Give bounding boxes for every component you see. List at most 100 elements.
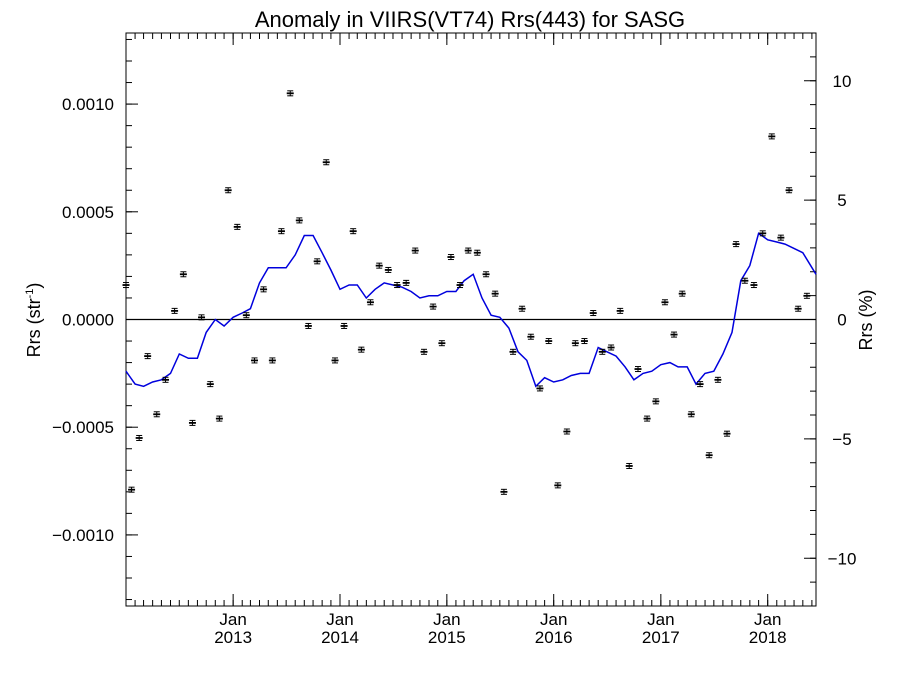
- data-point: [518, 305, 526, 312]
- x-tick-label-year: 2017: [642, 628, 680, 647]
- data-point: [625, 462, 633, 469]
- x-tick-label-year: 2016: [535, 628, 573, 647]
- y-axis-left-label-sup: -1: [24, 289, 36, 299]
- data-point: [456, 282, 464, 289]
- data-point: [144, 353, 152, 360]
- data-point: [268, 357, 276, 364]
- data-point: [598, 348, 606, 355]
- data-point: [554, 482, 562, 489]
- data-point: [678, 290, 686, 297]
- y-left-tick-label: 0.0010: [62, 95, 114, 114]
- data-point: [536, 385, 544, 392]
- data-point: [714, 376, 722, 383]
- y-right-tick-label: −10: [828, 549, 857, 568]
- data-point: [447, 254, 455, 261]
- data-point: [313, 258, 321, 265]
- data-point: [750, 282, 758, 289]
- data-point: [759, 230, 767, 237]
- y-right-tick-label: 5: [837, 191, 846, 210]
- data-point: [260, 286, 268, 293]
- x-tick-label-month: Jan: [219, 610, 246, 629]
- y-right-tick-label: 10: [833, 72, 852, 91]
- x-tick-label-year: 2018: [749, 628, 787, 647]
- data-point: [607, 344, 615, 351]
- data-point: [768, 133, 776, 140]
- data-point: [794, 305, 802, 312]
- x-tick-label-month: Jan: [647, 610, 674, 629]
- data-point: [304, 322, 312, 329]
- data-point: [357, 346, 365, 353]
- data-point: [402, 279, 410, 286]
- data-point: [366, 299, 374, 306]
- y-axis-left-label-close: ): [24, 283, 44, 289]
- data-point: [384, 266, 392, 273]
- data-point: [135, 434, 143, 441]
- x-tick-label-year: 2013: [214, 628, 252, 647]
- data-point: [785, 187, 793, 194]
- data-point: [732, 241, 740, 248]
- x-tick-label-month: Jan: [754, 610, 781, 629]
- data-point: [687, 411, 695, 418]
- data-point: [153, 411, 161, 418]
- data-point: [242, 312, 250, 319]
- data-point: [527, 333, 535, 340]
- y-left-tick-label: −0.0005: [52, 418, 114, 437]
- data-point: [482, 271, 490, 278]
- data-point: [491, 290, 499, 297]
- series-line: [125, 232, 817, 388]
- data-point: [420, 348, 428, 355]
- data-point: [777, 234, 785, 241]
- data-point: [375, 262, 383, 269]
- x-tick-label-month: Jan: [326, 610, 353, 629]
- data-point: [571, 340, 579, 347]
- y-axis-right-label: Rrs (%): [856, 290, 876, 351]
- data-point: [171, 307, 179, 314]
- chart-title: Anomaly in VIIRS(VT74) Rrs(443) for SASG: [255, 7, 685, 32]
- data-point: [188, 419, 196, 426]
- y-axis-left-ticks: 0.0010 0.0005 0.0000 −0.0005 −0.0010: [52, 95, 138, 545]
- data-point: [322, 159, 330, 166]
- data-point: [340, 322, 348, 329]
- data-point: [162, 376, 170, 383]
- data-point: [500, 488, 508, 495]
- data-point: [215, 415, 223, 422]
- data-point: [206, 381, 214, 388]
- x-tick-label-month: Jan: [540, 610, 567, 629]
- data-point: [580, 338, 588, 345]
- y-left-tick-label: 0.0005: [62, 203, 114, 222]
- data-point: [473, 249, 481, 256]
- y-axis-left-label-text: Rrs (str: [24, 298, 44, 357]
- y-axis-left-label: Rrs (str-1): [24, 283, 44, 358]
- data-point: [643, 415, 651, 422]
- data-point: [286, 90, 294, 97]
- data-point: [464, 247, 472, 254]
- data-point: [295, 217, 303, 224]
- data-point: [198, 314, 206, 321]
- data-point: [661, 299, 669, 306]
- data-point: [545, 338, 553, 345]
- data-point: [741, 277, 749, 284]
- data-point: [670, 331, 678, 338]
- data-point: [122, 282, 130, 289]
- x-axis-ticks: Jan2013Jan2014Jan2015Jan2016Jan2017Jan20…: [214, 33, 787, 647]
- y-right-tick-label: −5: [832, 430, 851, 449]
- x-tick-label-month: Jan: [433, 610, 460, 629]
- data-point: [233, 223, 241, 230]
- data-point: [438, 340, 446, 347]
- data-point: [429, 303, 437, 310]
- data-point: [509, 348, 517, 355]
- y-left-tick-label: 0.0000: [62, 311, 114, 330]
- data-point: [411, 247, 419, 254]
- data-point: [251, 357, 259, 364]
- data-point: [696, 381, 704, 388]
- data-point: [331, 357, 339, 364]
- series-line-group: [125, 232, 817, 388]
- data-point: [616, 307, 624, 314]
- data-point: [349, 228, 357, 235]
- y-right-tick-label: 0: [837, 311, 846, 330]
- data-point: [634, 366, 642, 373]
- data-point: [563, 428, 571, 435]
- data-point: [128, 486, 136, 493]
- x-tick-label-year: 2014: [321, 628, 359, 647]
